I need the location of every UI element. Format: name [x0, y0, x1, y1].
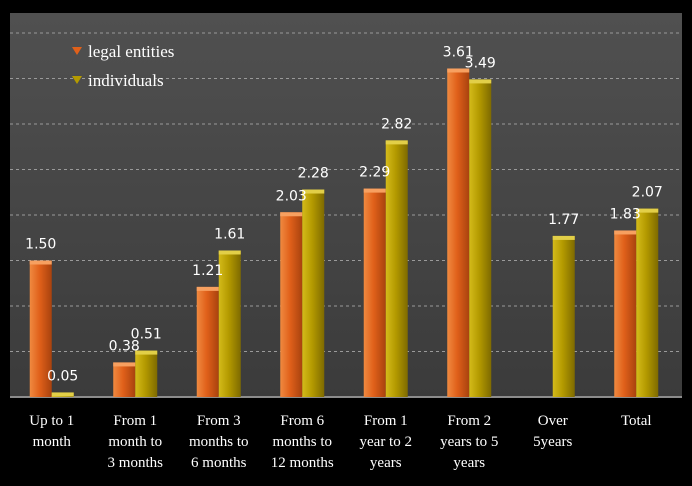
category-label-line: From 6 — [280, 413, 324, 429]
legend-marker-legal-entities — [72, 47, 82, 55]
category-label: Over 5years — [533, 413, 572, 450]
bar-legal-entities — [447, 68, 470, 398]
bar-top-highlight — [363, 188, 386, 193]
category-label-line: Over — [538, 413, 568, 429]
bar-legal-entities — [29, 260, 52, 397]
category-label: From 1 year to 2 years — [360, 413, 412, 471]
value-label: 2.82 — [381, 116, 412, 132]
value-label: 3.61 — [443, 44, 474, 60]
bar-individuals — [552, 235, 575, 397]
category-label: From 6 months to 12 months — [271, 413, 334, 471]
bar-top-highlight — [302, 189, 325, 194]
category-label-line: months to — [272, 434, 332, 450]
bar-top-highlight — [636, 208, 659, 213]
value-label: 2.03 — [276, 188, 307, 204]
bar-legal-entities — [196, 286, 219, 397]
bar-individuals — [218, 250, 241, 397]
value-label: 2.07 — [632, 185, 663, 201]
bar-legal-entities — [113, 362, 136, 397]
category-label-line: 5years — [533, 434, 572, 450]
bar-top-highlight — [385, 140, 408, 145]
bar-top-highlight — [113, 362, 136, 367]
category-label-line: Total — [621, 413, 652, 429]
category-label: From 2 years to 5 years — [440, 413, 498, 471]
bar-individuals — [469, 79, 492, 397]
value-label: 0.05 — [47, 368, 78, 384]
category-label-line: From 2 — [447, 413, 491, 429]
category-label-line: years to 5 — [440, 434, 498, 450]
category-label-line: years — [370, 455, 402, 471]
value-label: 1.61 — [214, 226, 245, 242]
value-label: 2.28 — [298, 166, 329, 182]
value-label: 1.77 — [548, 212, 579, 228]
legend-marker-individuals — [72, 76, 82, 84]
bar-legal-entities — [280, 212, 303, 397]
category-label-line: From 3 — [197, 413, 241, 429]
value-label: 3.49 — [465, 55, 496, 71]
value-label: 1.83 — [610, 206, 641, 222]
value-labels: 1.50 0.05 0.380.51 1.21 1.61 2.03 2.28 2.29 2.82… — [25, 44, 663, 384]
category-labels: Up to 1 month From 1 month to 3 months From 3… — [29, 413, 651, 471]
bar-top-highlight — [447, 68, 470, 73]
category-label-line: Up to 1 — [29, 413, 74, 429]
value-label: 2.29 — [359, 165, 390, 181]
bar-top-highlight — [614, 230, 637, 235]
category-label: Total — [621, 413, 652, 429]
legend-label-legal-entities: legal entities — [88, 42, 174, 61]
value-label: 0.51 — [131, 327, 162, 343]
category-label-line: year to 2 — [360, 434, 412, 450]
category-label: From 1 month to 3 months — [108, 413, 164, 471]
legend-label-individuals: individuals — [88, 71, 164, 90]
bar-top-highlight — [469, 79, 492, 84]
category-label-line: From 1 — [113, 413, 157, 429]
bar-top-highlight — [196, 286, 219, 291]
bar-legal-entities — [363, 188, 386, 397]
bar-individuals — [135, 350, 158, 397]
bar-top-highlight — [552, 235, 575, 240]
bar-top-highlight — [29, 260, 52, 265]
bar-top-highlight — [280, 212, 303, 217]
category-label: From 3 months to 6 months — [189, 413, 249, 471]
bar-individuals — [302, 189, 325, 397]
bar-top-highlight — [135, 350, 158, 355]
category-label-line: 6 months — [191, 455, 247, 471]
category-label-line: month — [33, 434, 72, 450]
value-label: 1.50 — [25, 237, 56, 253]
bar-individuals — [636, 208, 659, 397]
category-label-line: months to — [189, 434, 249, 450]
category-label-line: month to — [108, 434, 162, 450]
bar-top-highlight — [51, 392, 74, 397]
bar-top-highlight — [218, 250, 241, 255]
category-label-line: 12 months — [271, 455, 334, 471]
value-label: 1.21 — [192, 263, 223, 279]
value-label: 0.38 — [109, 338, 140, 354]
category-label: Up to 1 month — [29, 413, 74, 450]
bar-individuals — [385, 140, 408, 397]
bars — [29, 68, 659, 398]
category-label-line: years — [453, 455, 485, 471]
category-label-line: 3 months — [108, 455, 164, 471]
bar-legal-entities — [614, 230, 637, 397]
legend: legal entities individuals — [72, 42, 174, 90]
category-label-line: From 1 — [364, 413, 408, 429]
